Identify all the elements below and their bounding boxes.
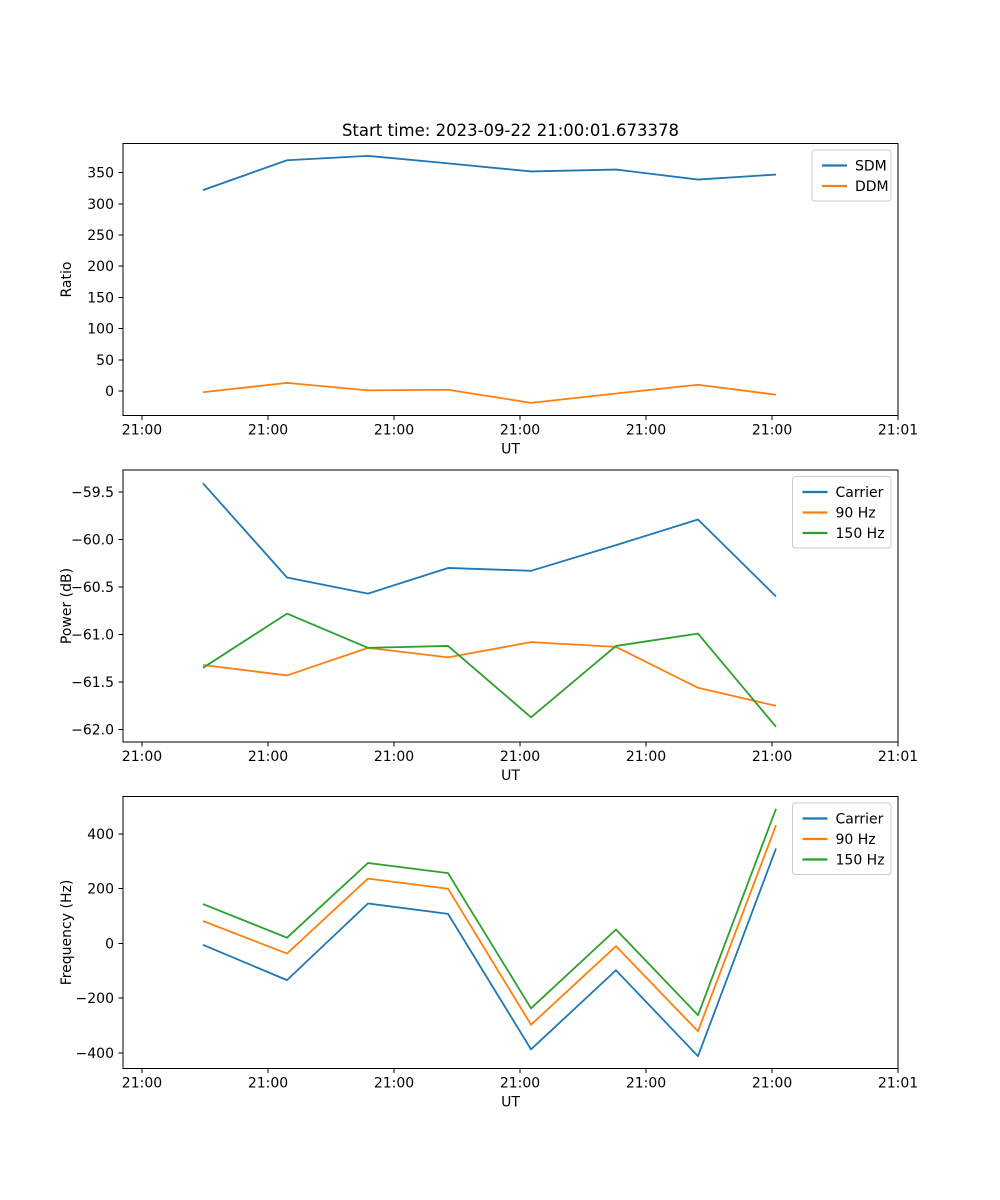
y-tick-label: 100 — [87, 322, 114, 338]
legend-box — [811, 149, 892, 202]
legend-box — [792, 802, 892, 875]
x-tick-label: 21:00 — [248, 749, 288, 765]
series-line-90-hz — [202, 824, 777, 1033]
y-tick-label: 150 — [87, 290, 114, 306]
y-tick-label: 250 — [87, 228, 114, 244]
legend-label: 90 Hz — [836, 832, 876, 848]
figure-title: Start time: 2023-09-22 21:00:01.673378 — [341, 121, 680, 140]
y-tick-label: −61.0 — [71, 628, 114, 644]
x-tick-label: 21:00 — [374, 749, 414, 765]
x-tick-label: 21:00 — [122, 423, 162, 439]
x-axis-label: UT — [501, 442, 520, 458]
y-tick-label: −62.0 — [71, 723, 114, 739]
legend: SDM DDM — [811, 149, 892, 202]
y-tick-label: −61.5 — [71, 675, 114, 691]
axes-frame — [122, 796, 899, 1069]
x-axis-label: UT — [501, 1095, 520, 1111]
y-tick-label: 300 — [87, 197, 114, 213]
subplot-power: 21:00 21:00 21:00 21:00 21:00 21:00 21:01 −59.5… — [59, 469, 918, 784]
subplot-ratio: 21:00 21:00 21:00 21:00 21:00 21:00 21:01 0 50 10… — [59, 143, 918, 458]
x-tick-label: 21:00 — [626, 1076, 666, 1092]
x-tick-label: 21:00 — [752, 423, 792, 439]
axes-frame — [122, 143, 899, 416]
y-tick-label: −60.0 — [71, 532, 114, 548]
y-tick-label: 400 — [87, 827, 114, 843]
y-tick-label: −400 — [76, 1046, 114, 1062]
x-tick-label: 21:00 — [626, 749, 666, 765]
legend-label: Carrier — [836, 485, 884, 501]
y-tick-label: 0 — [105, 384, 114, 400]
x-tick-label: 21:01 — [878, 423, 918, 439]
series-line-carrier — [202, 482, 777, 598]
y-tick-label: −200 — [76, 991, 114, 1007]
series-line-150-hz — [202, 808, 777, 1017]
x-tick-label: 21:00 — [626, 423, 666, 439]
y-axis-label: Frequency (Hz) — [59, 880, 75, 986]
legend-box — [792, 476, 892, 549]
x-tick-label: 21:00 — [374, 423, 414, 439]
y-tick-label: 0 — [105, 936, 114, 952]
y-tick-label: 350 — [87, 166, 114, 182]
legend: Carrier 90 Hz 150 Hz — [792, 802, 892, 875]
y-tick-label: 200 — [87, 259, 114, 275]
y-tick-label: −59.5 — [71, 485, 114, 501]
y-axis-label: Ratio — [59, 262, 75, 298]
series-line-150-hz — [202, 612, 777, 728]
x-tick-label: 21:00 — [374, 1076, 414, 1092]
x-tick-label: 21:01 — [878, 1076, 918, 1092]
y-tick-label: 200 — [87, 882, 114, 898]
x-tick-label: 21:00 — [752, 749, 792, 765]
legend-label: 150 Hz — [836, 853, 885, 869]
x-tick-label: 21:00 — [752, 1076, 792, 1092]
x-tick-label: 21:00 — [248, 423, 288, 439]
legend-label: SDM — [855, 159, 887, 175]
x-tick-label: 21:00 — [122, 1076, 162, 1092]
x-tick-label: 21:01 — [878, 749, 918, 765]
x-tick-label: 21:00 — [500, 749, 540, 765]
series-line-sdm — [202, 154, 777, 192]
subplot-frequency: 21:00 21:00 21:00 21:00 21:00 21:00 21:01 −400 −… — [59, 796, 918, 1111]
series-line-ddm — [202, 381, 777, 404]
y-axis-label: Power (dB) — [59, 568, 75, 644]
y-tick-label: 50 — [96, 353, 114, 369]
legend-label: Carrier — [836, 812, 884, 828]
x-tick-label: 21:00 — [500, 423, 540, 439]
series-line-90-hz — [202, 641, 777, 707]
series-line-carrier — [202, 848, 777, 1058]
x-tick-label: 21:00 — [500, 1076, 540, 1092]
legend-label: DDM — [855, 179, 889, 195]
axes-frame — [122, 469, 899, 743]
legend: Carrier 90 Hz 150 Hz — [792, 476, 892, 549]
x-tick-label: 21:00 — [122, 749, 162, 765]
y-tick-label: −60.5 — [71, 580, 114, 596]
legend-label: 150 Hz — [836, 526, 885, 542]
legend-label: 90 Hz — [836, 506, 876, 522]
x-axis-label: UT — [501, 768, 520, 784]
x-tick-label: 21:00 — [248, 1076, 288, 1092]
